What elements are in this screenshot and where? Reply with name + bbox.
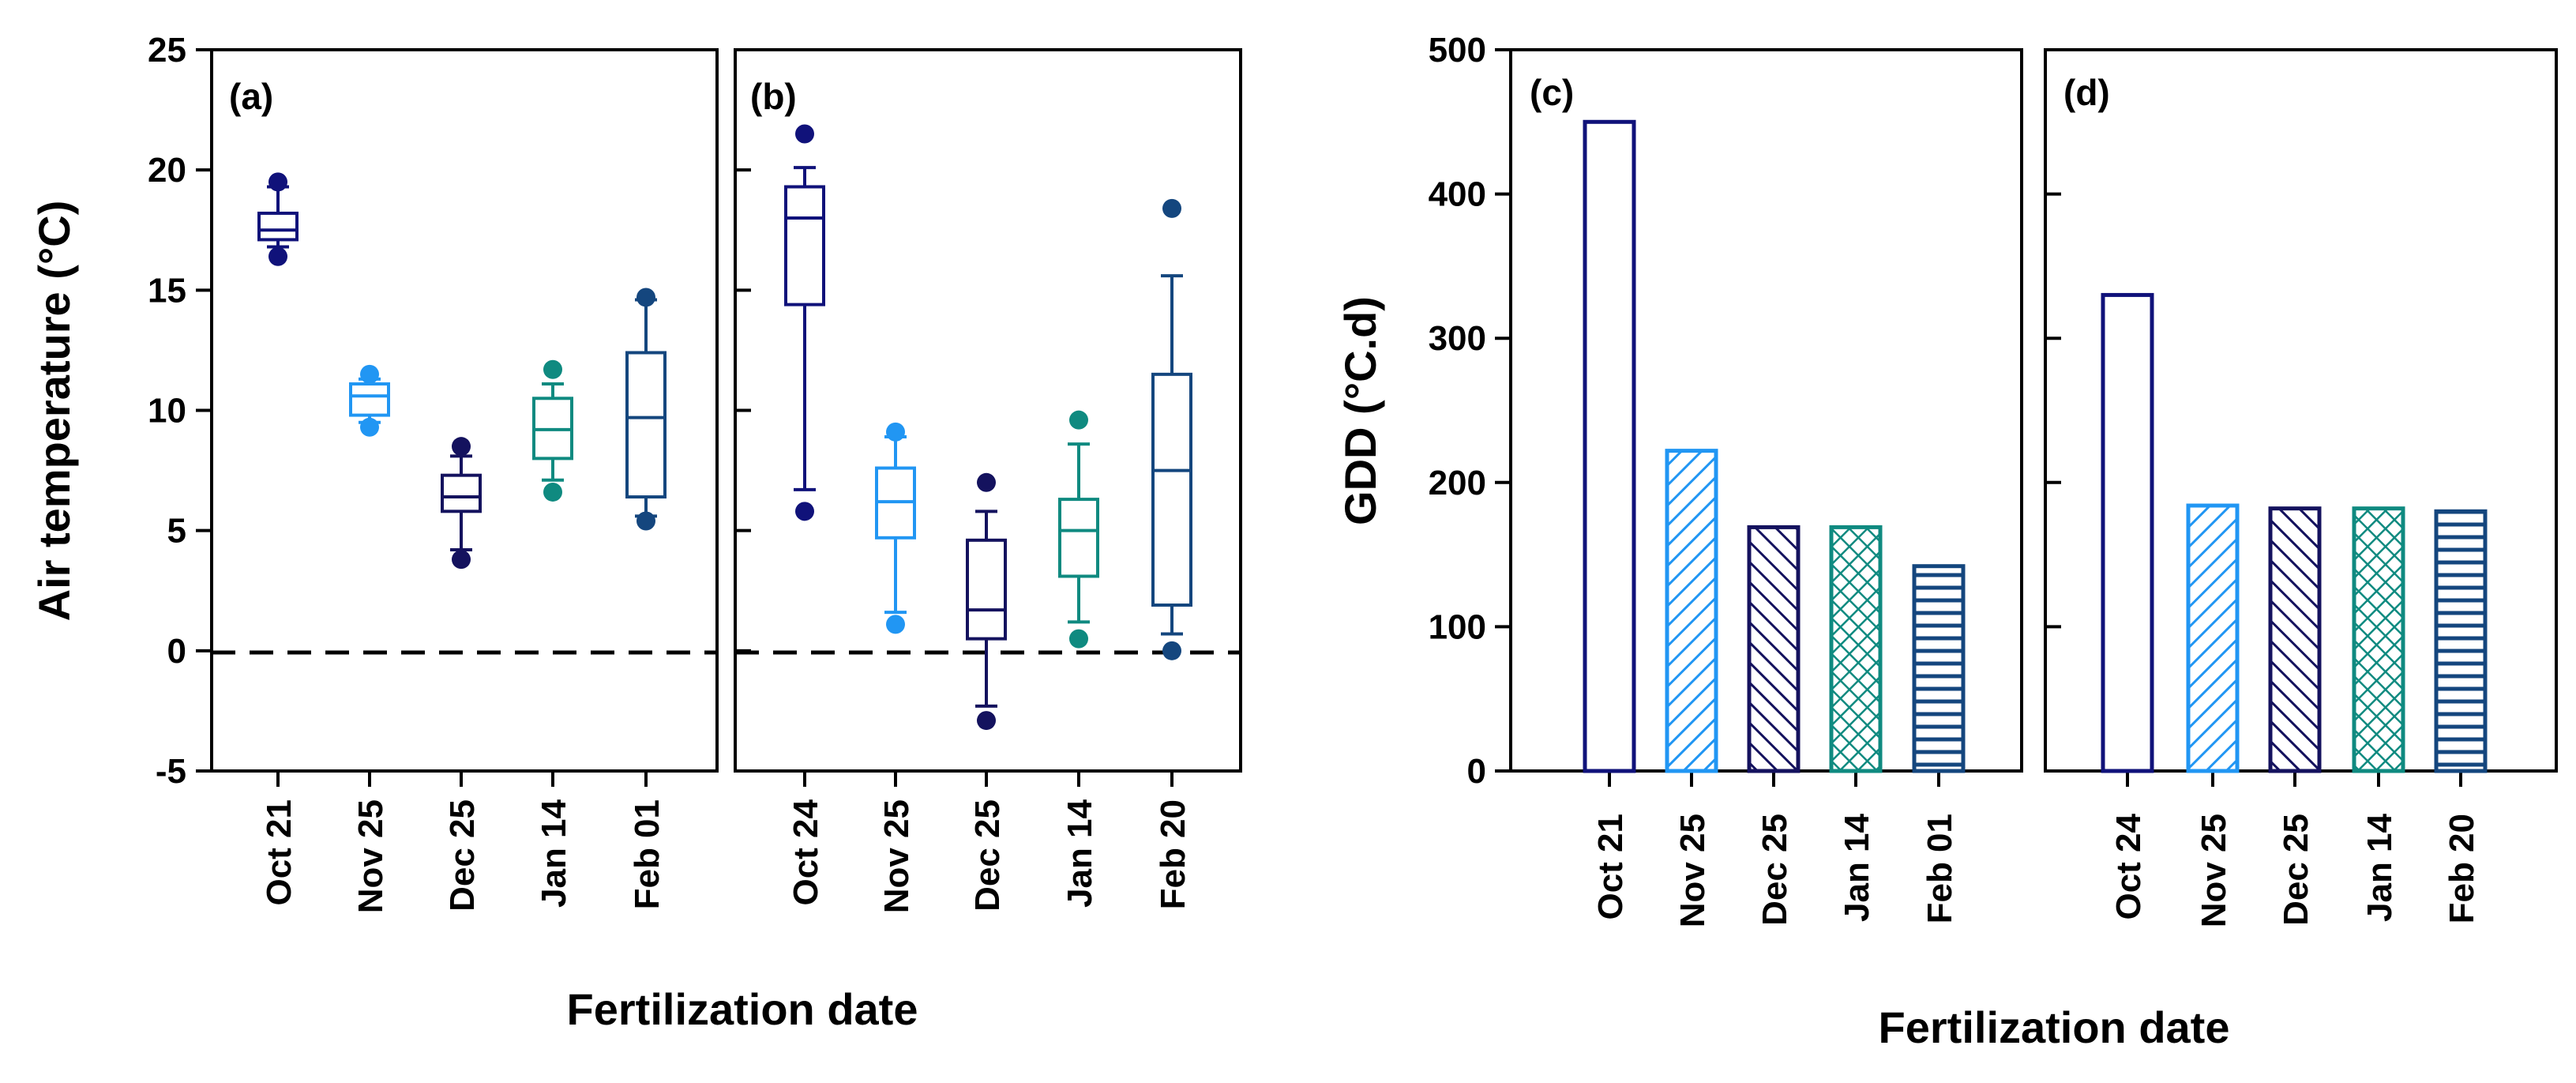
y-tick-label-c-1: 100	[1429, 607, 1486, 646]
a-box-2	[441, 473, 482, 513]
d-x-tick-label-3: Jan 14	[2360, 813, 2399, 922]
b-outlier-low-1	[886, 615, 905, 634]
a-box-4	[625, 351, 667, 499]
d-bar-2	[2268, 506, 2322, 773]
y-tick-label-c-0: 0	[1467, 752, 1486, 791]
b-outlier-high-0	[795, 124, 814, 144]
a-box-0	[257, 211, 299, 242]
y-tick-label-a-1: 0	[167, 632, 186, 671]
b-outlier-low-3	[1069, 629, 1088, 649]
d-bar-4	[2434, 509, 2488, 773]
d-x-tick-label-0: Oct 24	[2109, 813, 2148, 919]
b-outlier-high-3	[1069, 410, 1088, 430]
a-outlier-low-1	[360, 417, 379, 437]
d-bar-1	[2186, 503, 2240, 773]
b-x-tick-label-3: Jan 14	[1061, 799, 1099, 908]
y-tick-label-c-2: 200	[1429, 464, 1486, 502]
x-axis-title-gdd: Fertilization date	[1879, 1002, 2230, 1052]
c-x-tick-label-3: Jan 14	[1838, 813, 1876, 922]
y-tick-label-a-3: 10	[148, 392, 186, 431]
y-tick-label-a-4: 15	[148, 271, 186, 310]
d-bar-3	[2352, 506, 2405, 773]
y-tick-label-a-2: 5	[167, 512, 186, 551]
a-outlier-high-0	[268, 172, 287, 192]
y-tick-label-a-5: 20	[148, 151, 186, 190]
a-outlier-high-1	[360, 364, 379, 384]
a-box-1	[349, 382, 390, 417]
a-outlier-low-4	[636, 511, 655, 531]
b-box-4	[1151, 372, 1192, 607]
panel-label-a: (a)	[229, 76, 273, 117]
b-x-tick-label-2: Dec 25	[968, 799, 1007, 912]
a-outlier-high-4	[636, 288, 655, 307]
d-bar-0	[2101, 292, 2154, 773]
c-bar-0	[1583, 119, 1636, 773]
y-tick-label-a-6: 25	[148, 31, 186, 70]
a-outlier-low-0	[268, 246, 287, 266]
d-x-tick-label-1: Nov 25	[2195, 814, 2233, 927]
y-axis-title-gdd: GDD (°C.d)	[1335, 296, 1385, 525]
y-axis-title-temperature: Air temperature (°C)	[29, 201, 79, 622]
c-x-tick-label-0: Oct 21	[1591, 814, 1630, 920]
c-bar-1	[1665, 449, 1718, 773]
a-x-tick-label-1: Nov 25	[351, 799, 390, 913]
d-x-tick-label-4: Feb 20	[2443, 814, 2481, 923]
panel-label-d: (d)	[2063, 72, 2110, 113]
b-box-2	[966, 538, 1007, 641]
d-x-tick-label-2: Dec 25	[2277, 814, 2315, 926]
c-bar-2	[1747, 525, 1801, 773]
b-outlier-low-2	[977, 711, 996, 731]
b-outlier-low-4	[1162, 641, 1181, 660]
c-x-tick-label-1: Nov 25	[1673, 814, 1712, 927]
b-x-tick-label-0: Oct 24	[787, 799, 825, 905]
a-x-tick-label-2: Dec 25	[443, 799, 482, 912]
c-bar-3	[1829, 525, 1883, 773]
c-x-tick-label-2: Dec 25	[1756, 814, 1794, 926]
panel-label-c: (c)	[1530, 72, 1574, 113]
b-x-tick-label-1: Nov 25	[877, 799, 916, 913]
a-x-tick-label-4: Feb 01	[628, 799, 667, 909]
a-outlier-low-2	[452, 550, 471, 570]
x-axis-title-temperature: Fertilization date	[567, 984, 918, 1034]
c-x-tick-label-4: Feb 01	[1921, 814, 1959, 923]
y-tick-label-a-0: -5	[156, 752, 186, 791]
b-box-3	[1058, 498, 1099, 578]
b-outlier-high-1	[886, 422, 905, 442]
a-x-tick-label-3: Jan 14	[535, 799, 573, 908]
b-x-tick-label-4: Feb 20	[1154, 799, 1192, 909]
panel-label-b: (b)	[750, 76, 797, 117]
y-tick-label-c-4: 400	[1429, 175, 1486, 214]
y-tick-label-c-3: 300	[1429, 319, 1486, 358]
a-outlier-high-3	[543, 359, 562, 379]
c-bar-4	[1912, 564, 1966, 773]
a-outlier-low-3	[543, 482, 562, 502]
b-outlier-low-0	[795, 502, 814, 521]
b-box-0	[784, 185, 825, 306]
a-outlier-high-2	[452, 437, 471, 457]
a-x-tick-label-0: Oct 21	[260, 799, 299, 906]
b-outlier-high-2	[977, 472, 996, 492]
b-outlier-high-4	[1162, 198, 1181, 218]
y-tick-label-c-5: 500	[1429, 31, 1486, 70]
